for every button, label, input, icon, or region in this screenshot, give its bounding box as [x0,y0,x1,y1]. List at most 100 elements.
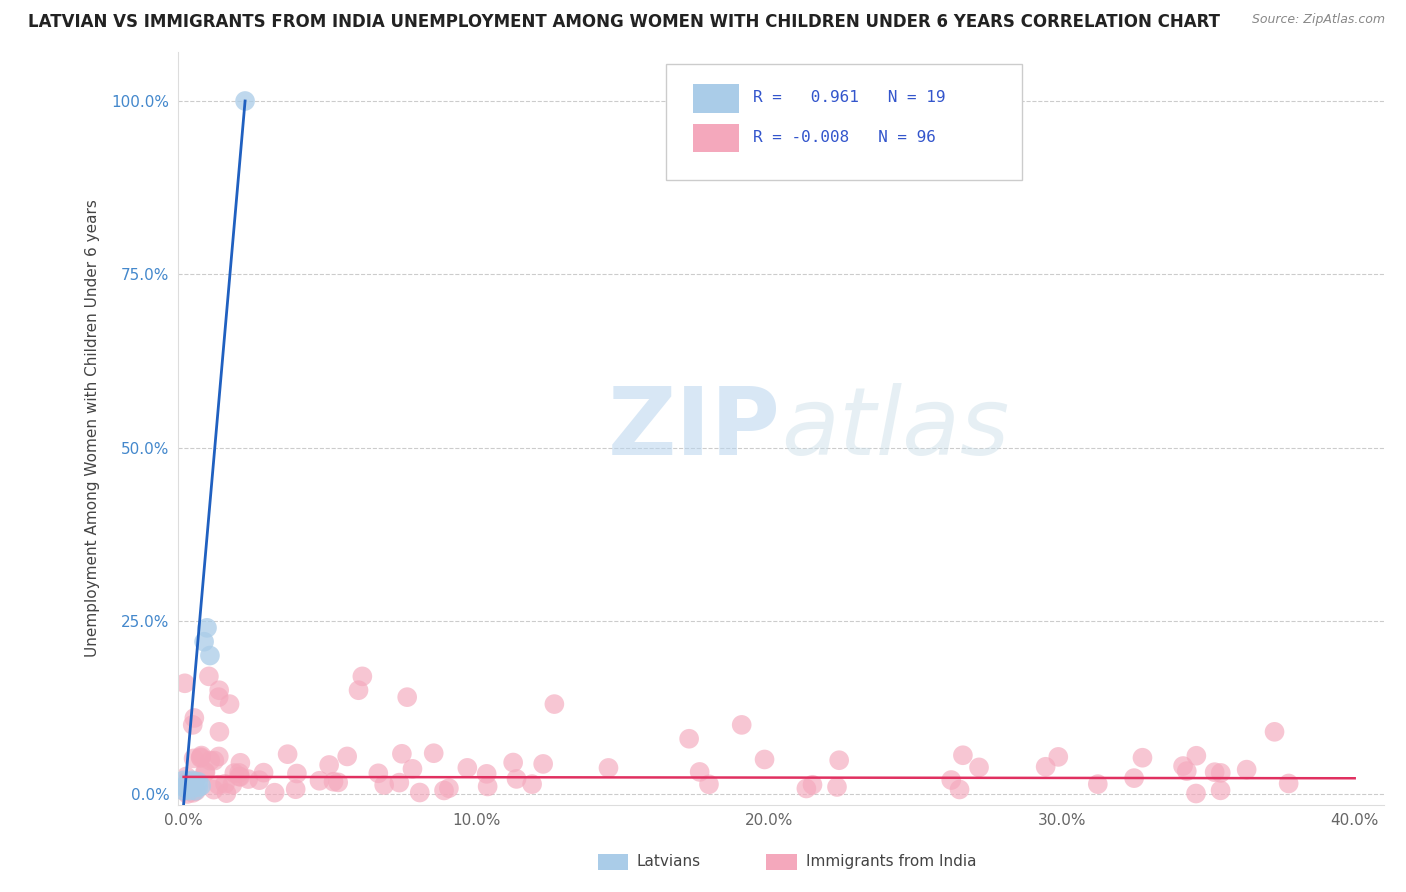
Point [328,775,350,789]
Point [208,724,231,739]
Point [187,774,209,789]
Point [1175,764,1198,778]
Point [1209,765,1232,780]
Text: Latvians: Latvians [637,855,702,869]
FancyBboxPatch shape [693,124,738,153]
Point [198,648,221,663]
Point [184,774,207,789]
Point [184,777,207,791]
Text: atlas: atlas [780,383,1010,474]
Point [179,783,201,797]
Point [176,777,198,791]
Point [801,778,824,792]
Point [176,774,198,789]
Point [224,766,246,780]
Point [948,782,970,797]
Point [967,760,990,774]
Point [1185,787,1208,801]
Point [233,94,256,108]
Text: ZIP: ZIP [607,383,780,475]
Point [598,761,620,775]
Point [1185,748,1208,763]
Point [422,746,444,760]
Point [173,780,195,795]
Point [1263,724,1285,739]
Point [401,762,423,776]
Y-axis label: Unemployment Among Women with Children Under 6 years: Unemployment Among Women with Children U… [86,200,100,657]
Point [322,774,344,789]
Point [477,780,499,794]
Point [194,765,217,780]
Point [200,754,222,768]
Point [277,747,299,761]
Point [456,761,478,775]
Point [1047,750,1070,764]
Point [195,621,218,635]
Point [179,774,201,789]
Point [181,773,204,788]
Point [505,772,527,786]
Text: Immigrants from India: Immigrants from India [806,855,976,869]
Text: Source: ZipAtlas.com: Source: ZipAtlas.com [1251,13,1385,27]
Point [208,683,231,698]
Point [1087,777,1109,791]
Point [181,786,204,800]
Point [176,787,198,801]
Point [336,749,359,764]
FancyBboxPatch shape [693,84,738,112]
Point [194,764,217,779]
Point [190,751,212,765]
Point [796,781,818,796]
Point [941,772,963,787]
Point [284,782,307,797]
Point [229,756,252,770]
Point [388,775,411,789]
Point [678,731,700,746]
Point [1035,760,1057,774]
Point [373,778,395,792]
Point [347,683,370,698]
Point [208,690,231,705]
Point [187,780,209,795]
Point [396,690,419,705]
Point [173,676,195,690]
Point [218,697,240,711]
Point [190,750,212,764]
Point [391,747,413,761]
Point [952,748,974,763]
Point [181,780,204,795]
Point [228,766,250,780]
Point [193,634,215,648]
Point [202,782,225,797]
Point [1209,783,1232,797]
Text: R = -0.008   N = 96: R = -0.008 N = 96 [754,130,936,145]
Point [229,770,252,784]
Point [437,781,460,796]
Point [502,756,524,770]
Point [176,781,198,796]
Point [202,754,225,768]
Point [825,780,848,794]
Point [215,786,238,800]
Point [173,783,195,797]
Point [543,697,565,711]
Point [181,718,204,732]
Point [697,777,720,791]
Point [352,669,374,683]
Point [1278,776,1301,790]
Text: LATVIAN VS IMMIGRANTS FROM INDIA UNEMPLOYMENT AMONG WOMEN WITH CHILDREN UNDER 6 : LATVIAN VS IMMIGRANTS FROM INDIA UNEMPLO… [28,13,1220,31]
Point [198,669,221,683]
Point [190,779,212,793]
Point [214,777,236,791]
FancyBboxPatch shape [666,63,1022,180]
Point [221,778,243,792]
Point [183,711,205,725]
Point [208,749,231,764]
Point [1123,771,1146,785]
Point [179,779,201,793]
Point [318,758,340,772]
Point [731,718,754,732]
Point [1132,750,1154,764]
Point [409,785,432,799]
Point [207,778,229,792]
